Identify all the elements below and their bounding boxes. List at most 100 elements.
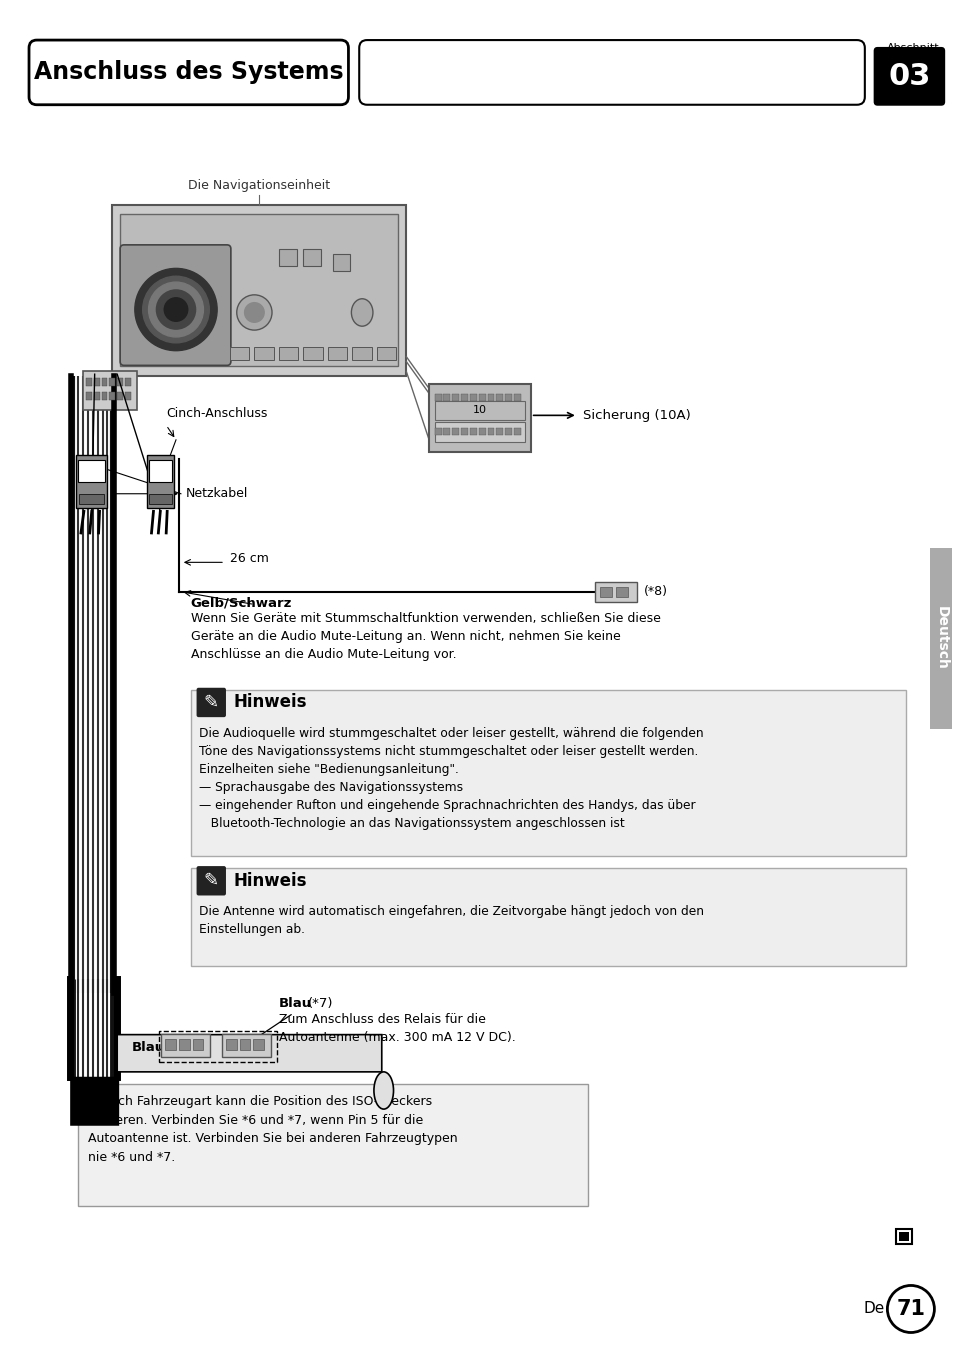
Text: 10: 10 [473, 406, 486, 415]
Text: Blau: Blau [132, 1041, 165, 1055]
Bar [435, 429, 441, 435]
Bar [470, 393, 476, 400]
Circle shape [164, 297, 188, 322]
Text: Deutsch: Deutsch [933, 606, 947, 669]
Text: (*7): (*7) [308, 998, 334, 1010]
Text: Sicherung (10A): Sicherung (10A) [582, 408, 690, 422]
Bar [895, 1229, 911, 1244]
Circle shape [156, 289, 195, 329]
Bar [147, 454, 173, 508]
Bar [83, 372, 136, 411]
FancyBboxPatch shape [29, 41, 348, 104]
Text: Hinweis: Hinweis [233, 694, 307, 711]
Bar [452, 393, 458, 400]
Bar [478, 393, 485, 400]
FancyBboxPatch shape [120, 245, 231, 365]
Circle shape [244, 303, 264, 322]
Bar [898, 1232, 908, 1241]
Bar [79, 493, 105, 503]
Bar [496, 393, 503, 400]
Bar [505, 429, 512, 435]
Text: Blau: Blau [278, 998, 312, 1010]
Bar [443, 429, 450, 435]
Text: ✎: ✎ [204, 694, 218, 711]
Bar [110, 379, 115, 385]
Bar [93, 392, 99, 400]
Bar [125, 379, 131, 385]
FancyBboxPatch shape [71, 1076, 119, 1126]
Bar [93, 379, 99, 385]
Bar [159, 1030, 276, 1063]
Bar [226, 1038, 236, 1051]
Bar [443, 393, 450, 400]
Text: Wenn Sie Geräte mit Stummschaltfunktion verwenden, schließen Sie diese
Geräte an: Wenn Sie Geräte mit Stummschaltfunktion … [191, 612, 659, 661]
Bar [125, 392, 131, 400]
Circle shape [236, 295, 272, 330]
Bar [78, 1083, 587, 1206]
Bar [616, 587, 627, 596]
Bar [254, 346, 274, 361]
Text: Gelb/Schwarz: Gelb/Schwarz [191, 596, 292, 610]
FancyBboxPatch shape [161, 1034, 210, 1057]
Bar [120, 215, 398, 366]
Bar [86, 379, 91, 385]
Text: Netzkabel: Netzkabel [186, 487, 248, 500]
FancyBboxPatch shape [595, 581, 636, 602]
Bar [179, 1038, 190, 1051]
Bar [193, 1038, 203, 1051]
Text: (*6): (*6) [161, 1041, 187, 1055]
Bar [470, 429, 476, 435]
FancyBboxPatch shape [873, 47, 944, 105]
Bar [191, 868, 905, 967]
Bar [328, 346, 347, 361]
Text: Anschluss des Systems: Anschluss des Systems [34, 61, 343, 84]
Bar [496, 429, 503, 435]
Bar [514, 393, 520, 400]
FancyBboxPatch shape [222, 1034, 271, 1057]
Bar [117, 379, 123, 385]
Bar [303, 249, 320, 266]
Bar [101, 379, 108, 385]
Bar [478, 429, 485, 435]
Text: De: De [863, 1302, 884, 1317]
FancyBboxPatch shape [359, 41, 864, 104]
Bar [435, 422, 524, 442]
Ellipse shape [374, 1072, 393, 1109]
Bar [487, 393, 494, 400]
Circle shape [886, 1286, 933, 1333]
Bar [452, 429, 458, 435]
Bar [149, 461, 172, 483]
Bar [165, 1038, 175, 1051]
Text: Die Antenne wird automatisch eingefahren, die Zeitvorgabe hängt jedoch von den
E: Die Antenne wird automatisch eingefahren… [198, 906, 702, 937]
Bar [435, 393, 441, 400]
Bar [78, 461, 106, 483]
Bar [76, 454, 108, 508]
Bar [149, 493, 172, 503]
Text: 71: 71 [896, 1299, 924, 1320]
Bar [435, 400, 524, 420]
Circle shape [143, 276, 209, 343]
Text: 26 cm: 26 cm [230, 552, 269, 565]
Bar [110, 392, 115, 400]
Bar [599, 587, 612, 596]
Bar [487, 429, 494, 435]
Text: Die Audioquelle wird stummgeschaltet oder leiser gestellt, während die folgenden: Die Audioquelle wird stummgeschaltet ode… [198, 727, 702, 830]
Bar [460, 429, 468, 435]
Text: Je nach Fahrzeugart kann die Position des ISO-Steckers
variieren. Verbinden Sie : Je nach Fahrzeugart kann die Position de… [88, 1095, 456, 1164]
Bar [514, 429, 520, 435]
Bar [278, 249, 296, 266]
Text: Die Navigationseinheit: Die Navigationseinheit [188, 178, 330, 192]
Bar [112, 204, 406, 376]
Circle shape [149, 283, 203, 337]
FancyBboxPatch shape [196, 867, 226, 895]
Bar [101, 392, 108, 400]
FancyBboxPatch shape [196, 688, 226, 717]
Bar [303, 346, 323, 361]
Bar [239, 1038, 251, 1051]
Bar [278, 346, 298, 361]
Text: Zum Anschluss des Relais für die
Autoantenne (max. 300 mA 12 V DC).: Zum Anschluss des Relais für die Autoant… [278, 1013, 515, 1044]
Bar [253, 1038, 264, 1051]
Bar [460, 393, 468, 400]
Bar [117, 392, 123, 400]
Text: Cinch-Anschluss: Cinch-Anschluss [166, 407, 267, 420]
